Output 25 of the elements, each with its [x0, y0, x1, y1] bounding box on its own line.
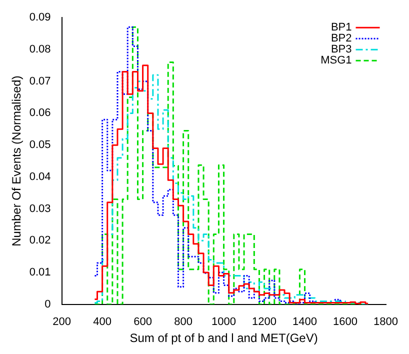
y-tick-label: 0.02 [29, 234, 51, 247]
y-axis-title: Number Of Events (Normalised) [10, 76, 24, 246]
x-tick-label: 200 [52, 316, 71, 328]
x-tick-label: 1800 [374, 316, 398, 328]
y-tick-label: 0.09 [29, 12, 51, 24]
x-axis-title: Sum of pt of b and l and MET(GeV) [130, 331, 318, 346]
y-tick-label: 0.01 [29, 266, 51, 279]
y-tick-label: 0.08 [29, 44, 51, 56]
x-tick-label: 1600 [333, 316, 358, 328]
y-tick-label: 0.07 [29, 75, 51, 88]
y-tick-label: 0.06 [29, 107, 51, 120]
x-tick-label: 1400 [292, 316, 318, 328]
y-tick-label: 0.03 [29, 202, 51, 215]
x-tick-label: 1200 [252, 316, 277, 328]
legend-label: BP3 [330, 44, 352, 56]
x-tick-label: 800 [174, 316, 192, 328]
y-tick-label: 0 [44, 298, 51, 310]
y-tick-label: 0.04 [29, 170, 51, 183]
x-tick-label: 600 [134, 316, 152, 328]
y-tick-label: 0.05 [29, 139, 51, 152]
legend-label: BP2 [330, 32, 352, 45]
x-tick-label: 400 [93, 316, 112, 328]
legend-label: BP1 [330, 22, 352, 34]
x-tick-label: 1000 [212, 316, 236, 328]
legend-label: MSG1 [320, 54, 352, 67]
